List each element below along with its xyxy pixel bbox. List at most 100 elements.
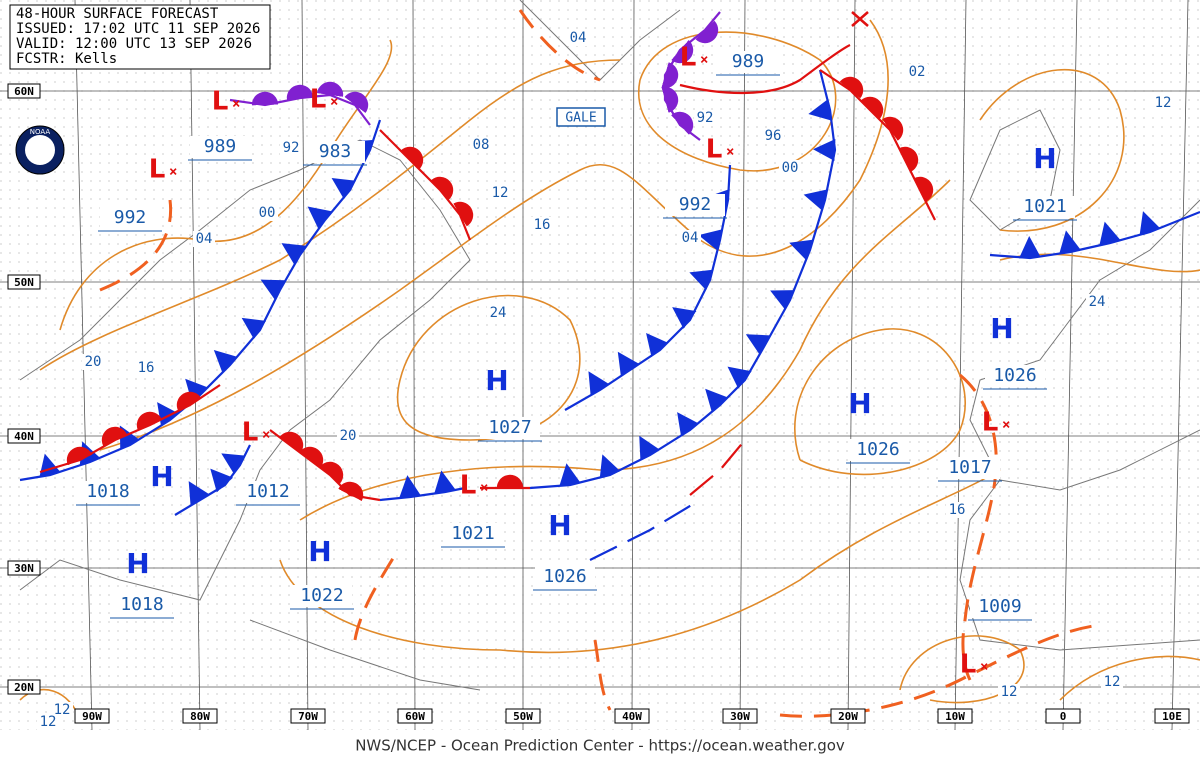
pressure-bg xyxy=(480,417,540,439)
lon-label: 10E xyxy=(1162,710,1182,723)
lon-label-box xyxy=(397,708,433,724)
lon-label-box xyxy=(937,708,973,724)
isobar-label: 92 xyxy=(697,110,714,126)
warning-box xyxy=(556,107,606,127)
pressure-bg xyxy=(238,481,298,503)
low-x: × xyxy=(480,480,488,496)
fronts xyxy=(19,9,1200,718)
pressure-value: 1026 xyxy=(856,439,899,460)
pressure-bg xyxy=(292,585,352,607)
isobar-label-bg xyxy=(679,230,701,246)
isobar-label-bg xyxy=(567,30,589,46)
lon-label: 40W xyxy=(622,710,642,723)
lon-label: 60W xyxy=(405,710,425,723)
lat-label: 30N xyxy=(14,562,34,575)
isobar-label: 16 xyxy=(138,360,155,376)
isobar-label-bg xyxy=(694,110,716,126)
low-symbol: L xyxy=(680,43,697,73)
isobar-label-bg xyxy=(531,217,553,233)
lat-label: 20N xyxy=(14,681,34,694)
low-x: × xyxy=(330,94,338,110)
high-symbol: H xyxy=(126,547,149,580)
lat-label: 50N xyxy=(14,276,34,289)
low-symbol: L xyxy=(242,418,259,448)
isobar-label-bg xyxy=(280,140,302,156)
pressure-value: 989 xyxy=(732,51,765,72)
isobar-label-bg xyxy=(998,684,1020,700)
isobar-label-bg xyxy=(470,137,492,153)
isobar-label-bg xyxy=(337,428,359,444)
isobar-label: 20 xyxy=(340,428,357,444)
high-symbol: H xyxy=(548,509,571,542)
high-symbol: H xyxy=(1033,142,1056,175)
pressure-value: 1017 xyxy=(948,457,991,478)
isobar-label: 16 xyxy=(949,502,966,518)
isobar-label: 20 xyxy=(85,354,102,370)
high-symbol: H xyxy=(848,387,871,420)
isobar-label: 12 xyxy=(1001,684,1018,700)
isobar-label: 12 xyxy=(1104,674,1121,690)
isobar-label: 00 xyxy=(782,160,799,176)
lon-label-box xyxy=(722,708,758,724)
pressure-value: 1022 xyxy=(300,585,343,606)
low-x: × xyxy=(262,427,270,443)
pressure-value: 1026 xyxy=(543,566,586,587)
isobar-label: 24 xyxy=(1089,294,1106,310)
pressure-bg xyxy=(78,481,138,503)
high-symbol: H xyxy=(150,460,173,493)
labels: 60N 50N 40N 30N 20N 90W 80W 70W 60W 50W 40W 30W 20W 1… xyxy=(7,30,1190,730)
isobar-label: 08 xyxy=(473,137,490,153)
isobar-label-bg xyxy=(779,160,801,176)
low-x: × xyxy=(726,144,734,160)
pressure-value: 1012 xyxy=(246,481,289,502)
isobar-label-bg xyxy=(489,185,511,201)
lon-label-box xyxy=(290,708,326,724)
lon-label: 10W xyxy=(945,710,965,723)
logo-text: NOAA xyxy=(30,128,51,136)
low-x: × xyxy=(232,96,240,112)
isobar-label: 12 xyxy=(492,185,509,201)
lon-label: 70W xyxy=(298,710,318,723)
lon-label: 80W xyxy=(190,710,210,723)
low-symbol: L xyxy=(310,85,327,115)
pressure-value: 983 xyxy=(319,141,352,162)
pressure-value: 1018 xyxy=(86,481,129,502)
lon-label: 30W xyxy=(730,710,750,723)
pressure-bg xyxy=(985,365,1045,387)
header-box xyxy=(9,4,271,70)
isobar-label-bg xyxy=(82,354,104,370)
lat-label-box xyxy=(7,560,41,576)
isobar-label: 00 xyxy=(259,205,276,221)
pressure-bg xyxy=(100,207,160,229)
isobar-label-bg xyxy=(906,64,928,80)
isobar-label-bg xyxy=(1152,95,1174,111)
low-x: × xyxy=(1002,417,1010,433)
isobar-label: 92 xyxy=(283,140,300,156)
header-line: ISSUED: 17:02 UTC 11 SEP 2026 xyxy=(16,21,260,37)
lon-label: 20W xyxy=(838,710,858,723)
pressure-bg xyxy=(665,194,725,216)
isobar-label-bg xyxy=(1086,294,1108,310)
lon-label-box xyxy=(505,708,541,724)
low-symbol: L xyxy=(149,155,166,185)
isobar-label: 16 xyxy=(534,217,551,233)
lon-label: 90W xyxy=(82,710,102,723)
footer: NWS/NCEP - Ocean Prediction Center - htt… xyxy=(355,737,845,755)
pressure-bg xyxy=(970,596,1030,618)
pressure-bg xyxy=(718,51,778,73)
pressure-value: 989 xyxy=(204,136,237,157)
pressure-value: 992 xyxy=(679,194,712,215)
low-symbol: L xyxy=(212,87,229,117)
lon-label: 50W xyxy=(513,710,533,723)
high-symbol: H xyxy=(308,535,331,568)
isobar-label-bg xyxy=(135,360,157,376)
lat-label-box xyxy=(7,83,41,99)
warning: GALE xyxy=(565,111,596,126)
header-line: 48-HOUR SURFACE FORECAST xyxy=(16,6,219,22)
isobar-label: 12 xyxy=(1155,95,1172,111)
pressure-bg xyxy=(112,594,172,616)
lat-label-box xyxy=(7,428,41,444)
pressure-value: 1018 xyxy=(120,594,163,615)
